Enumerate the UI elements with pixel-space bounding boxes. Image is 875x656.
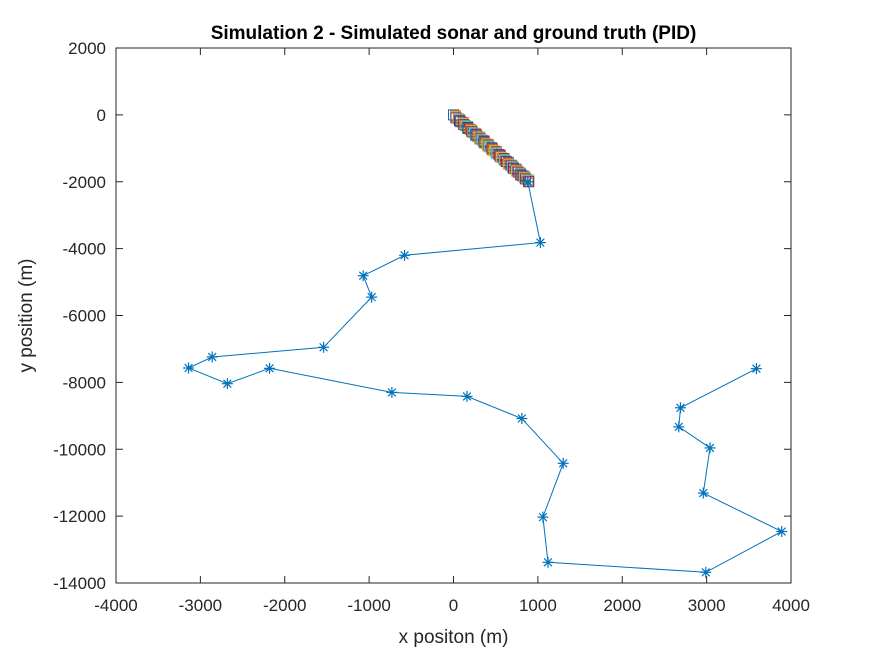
y-tick-label: -6000 [63, 307, 106, 326]
y-axis: 2000 0 -2000 -4000 -6000 -8000 -10000 -12000 -14… [53, 39, 791, 593]
y-axis-label: y position (m) [16, 258, 37, 372]
ground-truth-point [674, 402, 686, 414]
sonar-point [519, 172, 531, 184]
ground-truth-point [183, 362, 195, 374]
ground-truth-point [537, 511, 549, 523]
y-tick-label: 2000 [68, 39, 106, 58]
sonar-markers [448, 109, 535, 188]
y-tick-label: -10000 [53, 440, 106, 459]
ground-truth-point [461, 390, 473, 402]
ground-truth-point [750, 363, 762, 375]
ground-truth-point [542, 556, 554, 568]
ground-truth-point [673, 421, 685, 433]
ground-truth-point [318, 341, 330, 353]
ground-truth-point [704, 442, 716, 454]
ground-truth-point [264, 362, 276, 374]
x-tick-label: 3000 [688, 596, 726, 615]
y-tick-label: 0 [97, 106, 106, 125]
y-tick-label: -4000 [63, 240, 106, 259]
x-tick-label: 1000 [519, 596, 557, 615]
ground-truth-point [366, 291, 378, 303]
ground-truth-point [357, 270, 369, 282]
ground-truth-point [221, 378, 233, 390]
ground-truth-point [534, 237, 546, 249]
ground-truth-point [399, 249, 411, 261]
plot-area [115, 47, 792, 584]
y-tick-label: -8000 [63, 373, 106, 392]
ground-truth-markers [183, 176, 788, 578]
ground-truth-point [386, 386, 398, 398]
x-tick-label: -4000 [94, 596, 137, 615]
x-axis: -4000 -3000 -2000 -1000 0 1000 2000 3000 4000 [94, 48, 810, 615]
ground-truth-point [557, 457, 569, 469]
y-tick-label: -14000 [53, 574, 106, 593]
ground-truth-point [776, 526, 788, 538]
ground-truth-point [697, 487, 709, 499]
x-tick-label: 4000 [772, 596, 810, 615]
ground-truth-point [206, 351, 218, 363]
chart-title: Simulation 2 - Simulated sonar and groun… [211, 23, 697, 44]
x-axis-label: x positon (m) [399, 627, 509, 648]
x-tick-label: -1000 [347, 596, 390, 615]
x-tick-label: -3000 [179, 596, 222, 615]
ground-truth-point [700, 566, 712, 578]
ground-truth-point [516, 412, 528, 424]
x-tick-label: 2000 [603, 596, 641, 615]
x-tick-label: 0 [449, 596, 458, 615]
y-tick-label: -2000 [63, 173, 106, 192]
x-tick-label: -2000 [263, 596, 306, 615]
y-tick-label: -12000 [53, 507, 106, 526]
ground-truth-point [522, 176, 534, 188]
